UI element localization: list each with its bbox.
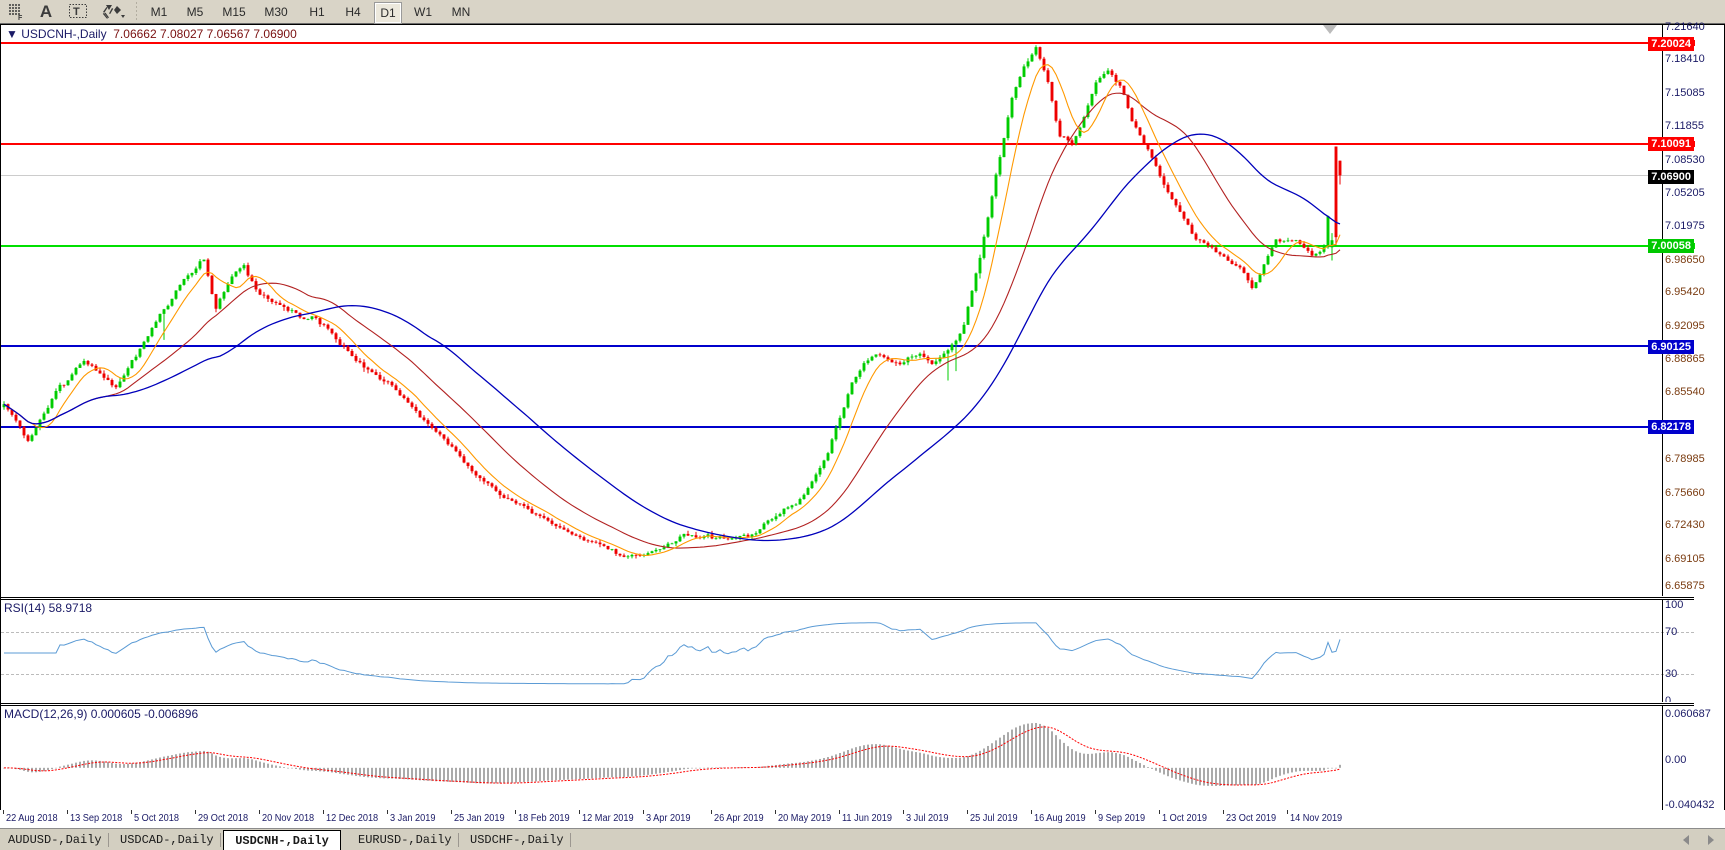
- svg-text:F: F: [18, 15, 23, 20]
- svg-text:T: T: [73, 6, 80, 18]
